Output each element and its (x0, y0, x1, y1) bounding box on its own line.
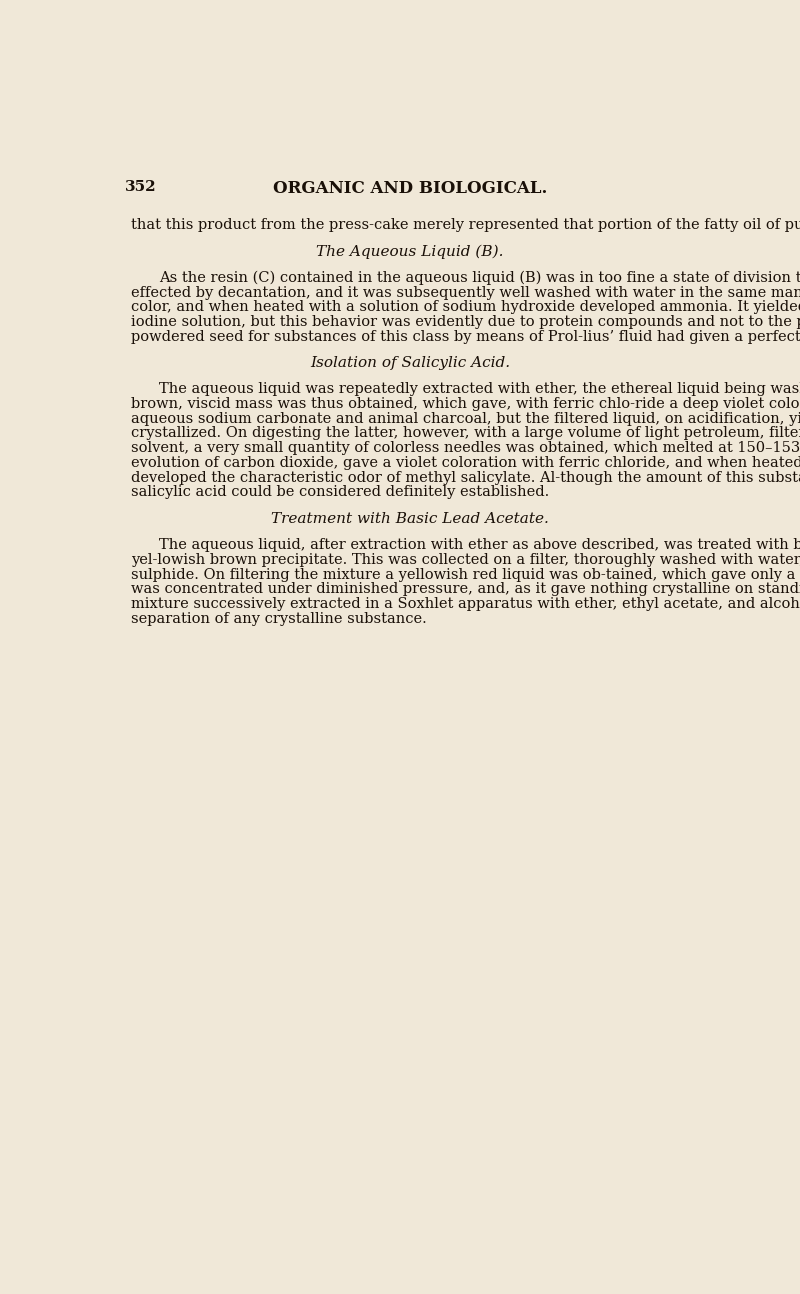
Text: salicylic acid could be considered definitely established.: salicylic acid could be considered defin… (131, 485, 550, 499)
Text: The Aqueous Liquid (B).: The Aqueous Liquid (B). (316, 245, 504, 259)
Text: separation of any crystalline substance.: separation of any crystalline substance. (131, 612, 426, 626)
Text: solvent, a very small quantity of colorless needles was obtained, which melted a: solvent, a very small quantity of colorl… (131, 441, 800, 455)
Text: 352: 352 (125, 180, 157, 194)
Text: crystallized. On digesting the latter, however, with a large volume of light pet: crystallized. On digesting the latter, h… (131, 427, 800, 440)
Text: powdered seed for substances of this class by means of Prol­lius’ fluid had give: powdered seed for substances of this cla… (131, 330, 800, 344)
Text: yel­lowish brown precipitate. This was collected on a filter, thoroughly washed : yel­lowish brown precipitate. This was c… (131, 553, 800, 567)
Text: color, and when heated with a solution of sodium hydroxide developed ammonia. It: color, and when heated with a solution o… (131, 300, 800, 314)
Text: Isolation of Salicylic Acid.: Isolation of Salicylic Acid. (310, 356, 510, 370)
Text: Treatment with Basic Lead Acetate.: Treatment with Basic Lead Acetate. (271, 512, 549, 527)
Text: that this product from the press-cake merely represented that portion of the fat: that this product from the press-cake me… (131, 219, 800, 232)
Text: evolution of carbon dioxide, gave a violet coloration with ferric chloride, and : evolution of carbon dioxide, gave a viol… (131, 455, 800, 470)
Text: As the resin (C) contained in the aqueous liquid (B) was in too fine a state of : As the resin (C) contained in the aqueou… (159, 270, 800, 285)
Text: effected by decantation, and it was subsequently well washed with water in the s: effected by decantation, and it was subs… (131, 286, 800, 300)
Text: The aqueous liquid was repeatedly extracted with ether, the ethereal liquid bein: The aqueous liquid was repeatedly extrac… (159, 382, 800, 396)
Text: was concentrated under diminished pressure, and, as it gave nothing crystalline : was concentrated under diminished pressu… (131, 582, 800, 597)
Text: aqueous sodium carbonate and animal charcoal, but the filtered liquid, on acidif: aqueous sodium carbonate and animal char… (131, 411, 800, 426)
Text: developed the characteristic odor of methyl salicylate. Al­though the amount of : developed the characteristic odor of met… (131, 471, 800, 485)
Text: brown, viscid mass was thus obtained, which gave, with ferric chlo­ride a deep v: brown, viscid mass was thus obtained, wh… (131, 397, 800, 411)
Text: ORGANIC AND BIOLOGICAL.: ORGANIC AND BIOLOGICAL. (273, 180, 547, 197)
Text: The aqueous liquid, after extraction with ether as above described, was treated : The aqueous liquid, after extraction wit… (159, 538, 800, 553)
Text: iodine solution, but this behavior was evidently due to protein compounds and no: iodine solution, but this behavior was e… (131, 314, 800, 329)
Text: sulphide. On filtering the mixture a yellowish red liquid was ob­tained, which g: sulphide. On filtering the mixture a yel… (131, 568, 800, 581)
Text: mixture successively extracted in a Soxhlet apparatus with ether, ethyl acetate,: mixture successively extracted in a Soxh… (131, 597, 800, 611)
